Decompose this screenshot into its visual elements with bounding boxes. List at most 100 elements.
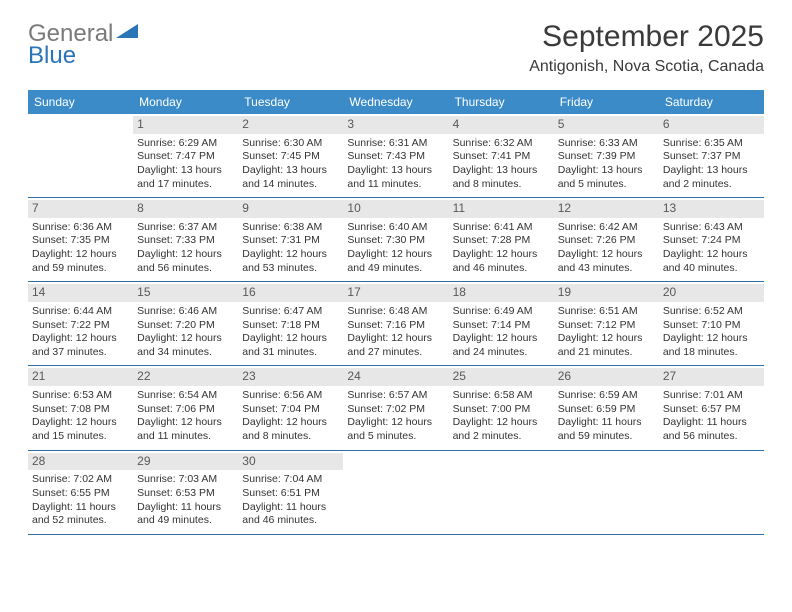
weekday-header: Thursday (449, 90, 554, 114)
day-number: 8 (133, 200, 238, 218)
sunset-text: Sunset: 7:28 PM (453, 234, 550, 248)
week-row: 1Sunrise: 6:29 AMSunset: 7:47 PMDaylight… (28, 114, 764, 198)
weekday-header: Sunday (28, 90, 133, 114)
week-row: 28Sunrise: 7:02 AMSunset: 6:55 PMDayligh… (28, 451, 764, 535)
day-number: 15 (133, 284, 238, 302)
week-row: 14Sunrise: 6:44 AMSunset: 7:22 PMDayligh… (28, 282, 764, 366)
sunset-text: Sunset: 6:53 PM (137, 487, 234, 501)
sunrise-text: Sunrise: 6:46 AM (137, 305, 234, 319)
daylight-text: Daylight: 12 hours and 18 minutes. (663, 332, 760, 359)
day-cell: 4Sunrise: 6:32 AMSunset: 7:41 PMDaylight… (449, 114, 554, 197)
weekday-header: Saturday (659, 90, 764, 114)
sunrise-text: Sunrise: 6:54 AM (137, 389, 234, 403)
day-number: 23 (238, 368, 343, 386)
sunrise-text: Sunrise: 6:47 AM (242, 305, 339, 319)
daylight-text: Daylight: 12 hours and 5 minutes. (347, 416, 444, 443)
day-number: 2 (238, 116, 343, 134)
daylight-text: Daylight: 11 hours and 46 minutes. (242, 501, 339, 528)
sunset-text: Sunset: 6:51 PM (242, 487, 339, 501)
day-number: 9 (238, 200, 343, 218)
day-cell: 15Sunrise: 6:46 AMSunset: 7:20 PMDayligh… (133, 282, 238, 365)
daylight-text: Daylight: 11 hours and 52 minutes. (32, 501, 129, 528)
sunrise-text: Sunrise: 7:04 AM (242, 473, 339, 487)
day-cell: 17Sunrise: 6:48 AMSunset: 7:16 PMDayligh… (343, 282, 448, 365)
daylight-text: Daylight: 12 hours and 40 minutes. (663, 248, 760, 275)
sunset-text: Sunset: 7:18 PM (242, 319, 339, 333)
day-cell-empty (554, 451, 659, 534)
day-cell: 2Sunrise: 6:30 AMSunset: 7:45 PMDaylight… (238, 114, 343, 197)
page-title: September 2025 (529, 20, 764, 54)
day-cell: 11 Sunrise: 6:41 AMSunset: 7:28 PMDayligh… (449, 198, 554, 281)
sunrise-text: Sunrise: 6:42 AM (558, 221, 655, 235)
header: General September 2025 Antigonish, Nova … (28, 20, 764, 76)
sunset-text: Sunset: 7:06 PM (137, 403, 234, 417)
sunrise-text: Sunrise: 6:58 AM (453, 389, 550, 403)
sunset-text: Sunset: 7:37 PM (663, 150, 760, 164)
day-cell-empty (659, 451, 764, 534)
sunrise-text: Sunrise: 6:59 AM (558, 389, 655, 403)
daylight-text: Daylight: 12 hours and 46 minutes. (453, 248, 550, 275)
sunset-text: Sunset: 7:12 PM (558, 319, 655, 333)
sunrise-text: Sunrise: 6:49 AM (453, 305, 550, 319)
sunrise-text: Sunrise: 6:33 AM (558, 137, 655, 151)
day-cell: 16Sunrise: 6:47 AMSunset: 7:18 PMDayligh… (238, 282, 343, 365)
day-number: 11 (449, 200, 554, 218)
day-cell: 18Sunrise: 6:49 AMSunset: 7:14 PMDayligh… (449, 282, 554, 365)
sunrise-text: Sunrise: 6:53 AM (32, 389, 129, 403)
day-number: 26 (554, 368, 659, 386)
sunset-text: Sunset: 7:20 PM (137, 319, 234, 333)
day-number: 6 (659, 116, 764, 134)
day-cell: 20Sunrise: 6:52 AMSunset: 7:10 PMDayligh… (659, 282, 764, 365)
calendar-body: 1Sunrise: 6:29 AMSunset: 7:47 PMDaylight… (28, 114, 764, 535)
day-number: 14 (28, 284, 133, 302)
daylight-text: Daylight: 13 hours and 11 minutes. (347, 164, 444, 191)
sunset-text: Sunset: 7:45 PM (242, 150, 339, 164)
title-block: September 2025 Antigonish, Nova Scotia, … (529, 20, 764, 76)
sunrise-text: Sunrise: 6:41 AM (453, 221, 550, 235)
day-number: 19 (554, 284, 659, 302)
daylight-text: Daylight: 13 hours and 5 minutes. (558, 164, 655, 191)
sunset-text: Sunset: 6:55 PM (32, 487, 129, 501)
daylight-text: Daylight: 12 hours and 8 minutes. (242, 416, 339, 443)
daylight-text: Daylight: 12 hours and 53 minutes. (242, 248, 339, 275)
daylight-text: Daylight: 12 hours and 43 minutes. (558, 248, 655, 275)
sunset-text: Sunset: 7:08 PM (32, 403, 129, 417)
day-cell: 1Sunrise: 6:29 AMSunset: 7:47 PMDaylight… (133, 114, 238, 197)
sunset-text: Sunset: 7:14 PM (453, 319, 550, 333)
sunrise-text: Sunrise: 6:48 AM (347, 305, 444, 319)
day-cell: 27Sunrise: 7:01 AMSunset: 6:57 PMDayligh… (659, 366, 764, 449)
sunset-text: Sunset: 7:31 PM (242, 234, 339, 248)
daylight-text: Daylight: 13 hours and 14 minutes. (242, 164, 339, 191)
sunset-text: Sunset: 7:00 PM (453, 403, 550, 417)
day-cell: 28Sunrise: 7:02 AMSunset: 6:55 PMDayligh… (28, 451, 133, 534)
day-cell: 21Sunrise: 6:53 AMSunset: 7:08 PMDayligh… (28, 366, 133, 449)
daylight-text: Daylight: 13 hours and 17 minutes. (137, 164, 234, 191)
day-cell: 30Sunrise: 7:04 AMSunset: 6:51 PMDayligh… (238, 451, 343, 534)
sunset-text: Sunset: 7:04 PM (242, 403, 339, 417)
sunrise-text: Sunrise: 6:52 AM (663, 305, 760, 319)
daylight-text: Daylight: 11 hours and 59 minutes. (558, 416, 655, 443)
daylight-text: Daylight: 12 hours and 21 minutes. (558, 332, 655, 359)
daylight-text: Daylight: 11 hours and 56 minutes. (663, 416, 760, 443)
sunrise-text: Sunrise: 6:32 AM (453, 137, 550, 151)
sunset-text: Sunset: 7:26 PM (558, 234, 655, 248)
day-number: 27 (659, 368, 764, 386)
day-cell: 6Sunrise: 6:35 AMSunset: 7:37 PMDaylight… (659, 114, 764, 197)
daylight-text: Daylight: 12 hours and 24 minutes. (453, 332, 550, 359)
daylight-text: Daylight: 12 hours and 59 minutes. (32, 248, 129, 275)
daylight-text: Daylight: 12 hours and 11 minutes. (137, 416, 234, 443)
sunrise-text: Sunrise: 7:03 AM (137, 473, 234, 487)
day-number: 5 (554, 116, 659, 134)
day-number: 4 (449, 116, 554, 134)
sunrise-text: Sunrise: 6:35 AM (663, 137, 760, 151)
day-cell: 24Sunrise: 6:57 AMSunset: 7:02 PMDayligh… (343, 366, 448, 449)
day-number: 13 (659, 200, 764, 218)
day-number: 24 (343, 368, 448, 386)
day-cell: 26Sunrise: 6:59 AMSunset: 6:59 PMDayligh… (554, 366, 659, 449)
daylight-text: Daylight: 12 hours and 27 minutes. (347, 332, 444, 359)
day-number: 29 (133, 453, 238, 471)
sunset-text: Sunset: 7:47 PM (137, 150, 234, 164)
weekday-header: Friday (554, 90, 659, 114)
day-cell: 23Sunrise: 6:56 AMSunset: 7:04 PMDayligh… (238, 366, 343, 449)
sunrise-text: Sunrise: 6:51 AM (558, 305, 655, 319)
